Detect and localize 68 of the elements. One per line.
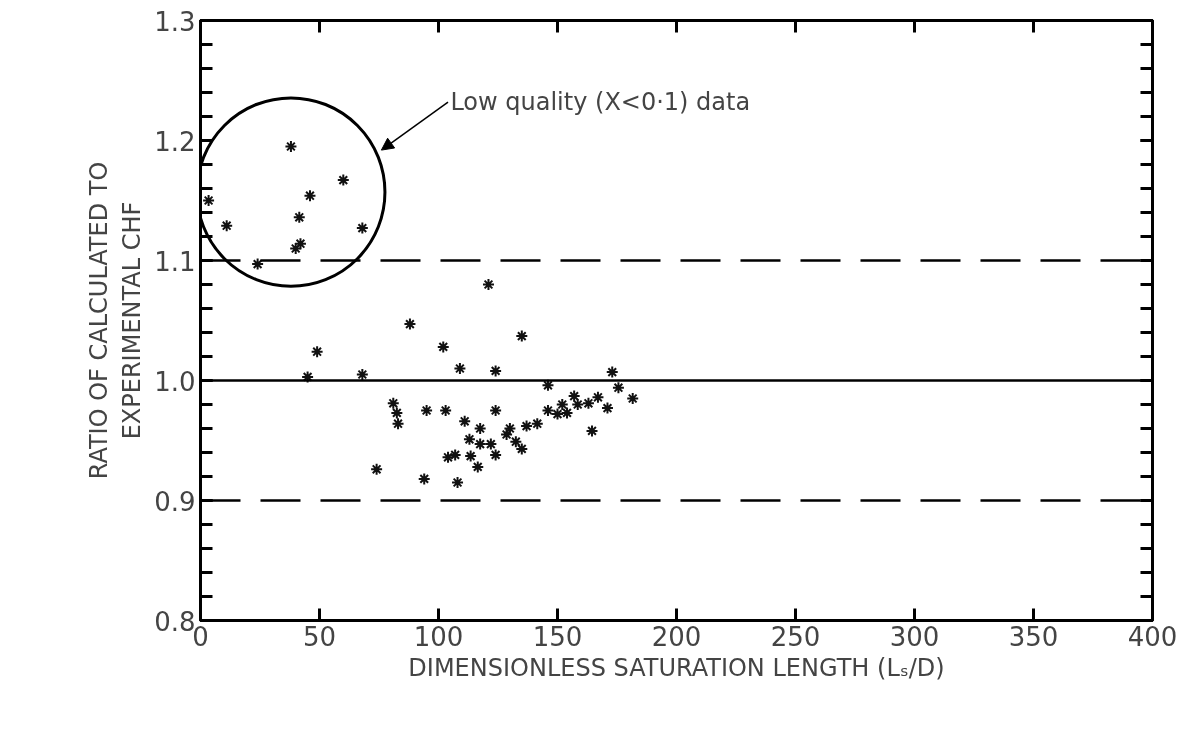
point [310, 345, 324, 359]
x-tick-label: 300 [889, 621, 940, 652]
y-axis-title: RATIO OF CALCULATED TO EXPERIMENTAL CHF [84, 161, 147, 480]
point [293, 237, 307, 251]
point [503, 422, 517, 435]
point [551, 407, 564, 421]
point [453, 362, 467, 375]
annotation: Low quality (X<0·1) data [450, 88, 751, 117]
point [336, 173, 350, 187]
point [471, 460, 485, 474]
point [489, 404, 503, 417]
point [515, 329, 529, 343]
point [560, 406, 574, 420]
point [420, 404, 434, 417]
point [605, 365, 619, 379]
x-tick-label: 150 [532, 621, 583, 652]
point [464, 449, 478, 463]
point [355, 368, 369, 381]
point [567, 389, 581, 403]
point [403, 317, 417, 331]
y-tick-label: 1.3 [154, 6, 196, 37]
point [509, 435, 523, 449]
point [611, 381, 625, 395]
point [284, 140, 298, 153]
x-axis-title: DIMENSIONLESS SATURATION LENGTH (Lₛ/D) [408, 653, 945, 682]
y-tick-label: 1.2 [154, 126, 196, 157]
point [439, 404, 453, 417]
y-tick-label: 0.9 [154, 486, 196, 517]
point [481, 278, 495, 291]
y-tick-label: 1.0 [154, 366, 196, 397]
point [386, 396, 400, 410]
x-tick-label: 200 [651, 621, 702, 652]
point [581, 396, 595, 410]
point [626, 392, 640, 405]
point [436, 340, 450, 354]
point [417, 472, 431, 486]
point [473, 422, 487, 435]
point [292, 210, 306, 224]
point [555, 398, 569, 411]
point [251, 257, 265, 271]
point [500, 428, 514, 441]
point [370, 462, 384, 476]
point [484, 437, 498, 451]
x-tick-label: 250 [770, 621, 821, 652]
x-tick-label: 100 [413, 621, 464, 652]
point [303, 189, 317, 203]
point [515, 442, 529, 456]
point [391, 417, 405, 431]
point [585, 424, 599, 438]
point [520, 419, 534, 433]
x-tick-label: 400 [1127, 621, 1178, 652]
point [530, 417, 544, 431]
point [591, 390, 605, 404]
point [571, 398, 585, 411]
x-tick-label: 50 [302, 621, 337, 652]
point [541, 404, 555, 417]
point [390, 406, 404, 420]
y-tick-label: 1.1 [154, 246, 196, 277]
point [462, 432, 476, 446]
point [220, 219, 234, 233]
point [600, 401, 614, 415]
point [355, 221, 369, 235]
point [489, 364, 503, 378]
point [458, 414, 472, 428]
point [489, 448, 503, 462]
x-tick-label: 350 [1008, 621, 1059, 652]
point [451, 476, 465, 489]
point [473, 437, 487, 451]
